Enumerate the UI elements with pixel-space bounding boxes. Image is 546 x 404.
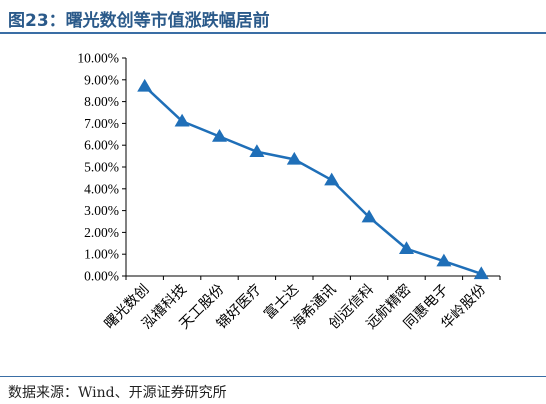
data-point-marker (174, 113, 190, 127)
y-tick-label: 0.00% (84, 269, 119, 284)
series-lines (143, 85, 482, 276)
y-tick-label: 1.00% (84, 247, 119, 262)
footer-divider (0, 376, 546, 377)
data-point-marker (473, 266, 489, 280)
chart-title: 图23：曙光数创等市值涨跌幅居前 (8, 11, 270, 31)
data-point-marker (361, 209, 377, 223)
y-tick-label: 10.00% (77, 51, 119, 66)
data-point-marker (324, 172, 340, 186)
y-tick-label: 5.00% (84, 160, 119, 175)
data-point-marker (249, 144, 265, 157)
data-point-marker (212, 128, 227, 142)
series-markers (137, 78, 489, 280)
data-source-note: 数据来源：Wind、开源证券研究所 (8, 385, 227, 401)
chart-axes (125, 58, 500, 277)
data-point-marker (436, 253, 452, 267)
data-point-marker (137, 78, 153, 92)
data-point-marker (286, 151, 302, 165)
title-divider (0, 32, 546, 34)
y-tick-label: 7.00% (84, 116, 119, 131)
data-point-marker (399, 241, 414, 254)
y-tick-label: 2.00% (84, 225, 119, 240)
y-axis-ticks: 0.00% 1.00% 2.00% 3.00% 4.00% 5.00% 6.00% 7.00%… (77, 51, 126, 284)
y-tick-label: 9.00% (84, 72, 119, 87)
y-tick-label: 8.00% (84, 94, 119, 109)
y-tick-label: 4.00% (84, 181, 119, 196)
y-tick-label: 6.00% (84, 138, 119, 153)
y-tick-label: 3.00% (84, 203, 119, 218)
series-line (143, 85, 482, 276)
